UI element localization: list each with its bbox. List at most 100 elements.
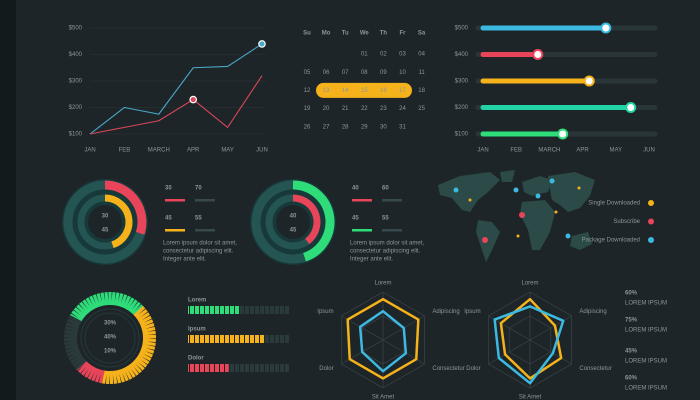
calendar-day: 29 — [361, 124, 368, 130]
stat-underline — [352, 229, 372, 232]
calendar-day: 31 — [399, 124, 406, 130]
stat-underline — [382, 199, 402, 202]
calendar-day: 12 — [304, 88, 311, 94]
x-tick-label: JUN — [256, 148, 268, 154]
stat-rest: 55 — [382, 216, 389, 222]
stat-caption: LOREM IPSUM — [625, 359, 667, 365]
x-tick-label: APR — [187, 148, 200, 154]
radar-axis-label: Lorem — [374, 281, 391, 287]
radar-axis-label: Adipiscing — [432, 309, 459, 315]
x-tick-label: MAY — [221, 148, 234, 154]
calendar-day: 11 — [418, 70, 425, 76]
stat-caption: LOREM IPSUM — [625, 301, 667, 307]
y-tick-label: $200 — [455, 105, 469, 111]
radar-axis-label: Dolor — [319, 366, 333, 372]
calendar-day: 18 — [418, 88, 425, 94]
calendar-weekday: Fr — [400, 31, 407, 37]
gauge-label: 30% — [104, 321, 117, 327]
legend-dot — [648, 200, 654, 206]
donut-arc — [104, 194, 133, 249]
radar-spoke — [529, 315, 572, 341]
radar-spoke — [488, 339, 531, 365]
calendar-weekday: We — [360, 31, 370, 37]
y-tick-label: $300 — [455, 79, 469, 85]
world-map — [438, 170, 595, 262]
radar-series — [499, 297, 563, 380]
x-tick-label: JAN — [84, 148, 95, 154]
line-series — [89, 75, 263, 135]
map-dots — [453, 178, 581, 243]
progress-label: Lorem — [188, 298, 206, 304]
radar-axis-label: Consectetur — [432, 366, 464, 372]
stat-value: 30 — [165, 186, 172, 192]
bar-knob — [583, 75, 595, 87]
calendar-day: 14 — [342, 88, 349, 94]
bar-knob — [532, 49, 544, 60]
stat-rest: 70 — [195, 186, 202, 192]
stat-rest: 60 — [382, 186, 389, 192]
stat-rest: 55 — [195, 216, 202, 222]
calendar-day: 07 — [342, 70, 349, 76]
stat-value: 40 — [352, 186, 359, 192]
donut-hole — [276, 205, 310, 239]
stat-underline — [165, 229, 185, 232]
stat-underline — [165, 199, 185, 202]
annotation: consectetur adipiscing elit. — [350, 249, 421, 255]
calendar-day: 26 — [304, 124, 311, 130]
line-marker — [189, 95, 198, 104]
x-tick-label: FEB — [119, 148, 131, 154]
gauge-segment — [75, 359, 105, 384]
calendar-day: 22 — [361, 106, 368, 112]
calendar-selection — [316, 82, 412, 98]
progress-track — [188, 364, 290, 372]
calendar-day: 20 — [323, 106, 330, 112]
y-tick-label: $200 — [69, 105, 83, 111]
donut-center-value: 30 — [102, 214, 109, 220]
calendar-day: 13 — [323, 88, 330, 94]
radar-spoke — [529, 339, 572, 365]
progress-label: Dolor — [188, 356, 204, 362]
y-tick-label: $100 — [69, 132, 83, 138]
stat-percent: 60% — [625, 376, 638, 382]
calendar-day: 05 — [304, 70, 311, 76]
y-tick-label: $100 — [455, 132, 469, 138]
x-tick-label: JAN — [477, 148, 488, 154]
radar-series — [493, 305, 565, 385]
stat-underline — [382, 229, 402, 232]
legend-label: Subscribe — [613, 219, 640, 225]
calendar-day: 24 — [399, 106, 406, 112]
radar-axis-label: Consectetur — [579, 366, 611, 372]
radar-axis-label: Dolor — [466, 366, 480, 372]
calendar-day: 04 — [418, 52, 425, 58]
calendar-weekday: Mo — [322, 31, 331, 37]
annotation: Lorem ipsum dolor sit amet, — [350, 241, 424, 247]
progress-bar — [188, 306, 239, 314]
radar-axis-label: Ipsum — [464, 309, 480, 315]
calendar-day: 27 — [323, 124, 330, 130]
calendar-day: 06 — [323, 70, 330, 76]
radar-series — [346, 297, 420, 380]
calendar-day: 17 — [399, 88, 406, 94]
legend-label: Single Downloaded — [588, 201, 640, 207]
calendar-day: 15 — [361, 88, 368, 94]
bar-knob — [625, 102, 637, 113]
radar-axis-label: Ipsum — [317, 309, 333, 315]
stat-value: 45 — [165, 216, 172, 222]
calendar-day: 10 — [399, 70, 406, 76]
x-tick-label: FEB — [510, 148, 522, 154]
stat-value: 45 — [352, 216, 359, 222]
line-marker — [258, 40, 266, 48]
x-tick-label: JUN — [643, 148, 655, 154]
bar-knob — [600, 22, 612, 34]
donut-hole — [88, 205, 122, 239]
progress-bar — [188, 364, 229, 372]
gauge-segment — [102, 306, 157, 385]
y-tick-label: $500 — [455, 26, 469, 32]
donut-center-value: 40 — [290, 214, 297, 220]
y-tick-label: $500 — [69, 26, 83, 32]
calendar-weekday: Th — [380, 31, 388, 37]
gauge-ring — [80, 308, 140, 368]
progress-bar — [188, 335, 265, 343]
y-tick-label: $300 — [69, 79, 83, 85]
